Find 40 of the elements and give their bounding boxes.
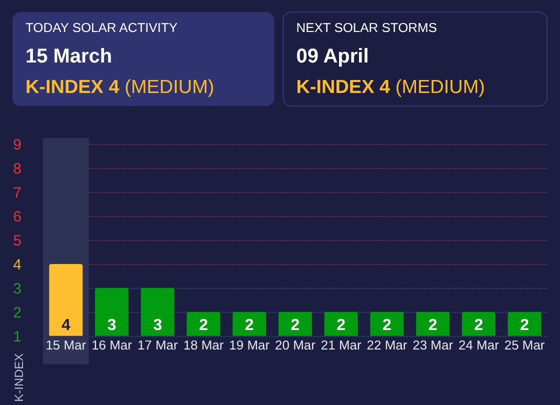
y-tick-label: 7 xyxy=(13,184,22,202)
x-tick-label: 24 Mar xyxy=(458,337,500,352)
text: (MEDIUM) xyxy=(124,77,214,98)
y-tick-label: 4 xyxy=(13,256,22,274)
y-tick-label: 2 xyxy=(13,304,22,322)
x-tick-label: 17 Mar xyxy=(137,337,178,352)
y-tick-label: 9 xyxy=(13,136,22,154)
text: K-INDEX 4 xyxy=(25,77,120,98)
text: 15 March xyxy=(25,46,112,68)
x-tick-label: 15 Mar xyxy=(46,337,87,352)
x-tick-label: 22 Mar xyxy=(366,337,408,352)
data-label: 2 xyxy=(474,316,484,334)
x-tick-label: 25 Mar xyxy=(504,337,546,352)
data-label: 4 xyxy=(61,316,70,334)
x-tick-label: 20 Mar xyxy=(275,337,316,352)
data-label: 2 xyxy=(428,316,438,334)
x-tick-label: 23 Mar xyxy=(412,337,454,352)
text: TODAY SOLAR ACTIVITY xyxy=(25,20,178,36)
y-tick-label: 8 xyxy=(13,160,22,178)
x-tick-label: 19 Mar xyxy=(229,337,270,352)
data-label: 2 xyxy=(290,316,300,334)
x-tick-label: 21 Mar xyxy=(320,337,362,352)
text: K-INDEX 4 xyxy=(296,77,390,98)
x-tick-label: 18 Mar xyxy=(183,337,224,352)
y-tick-label: 3 xyxy=(13,280,22,298)
y-tick-label: 6 xyxy=(13,208,22,226)
text: 09 April xyxy=(296,46,369,68)
x-tick-label: 16 Mar xyxy=(92,337,133,352)
text: (MEDIUM) xyxy=(395,77,485,98)
data-label: 3 xyxy=(107,316,116,334)
y-tick-label: 1 xyxy=(13,328,22,346)
data-label: 3 xyxy=(153,316,162,334)
data-label: 2 xyxy=(244,316,254,334)
text: NEXT SOLAR STORMS xyxy=(296,20,438,36)
data-label: 2 xyxy=(336,316,346,334)
y-tick-label: 5 xyxy=(13,232,22,250)
data-label: 2 xyxy=(199,316,208,334)
data-label: 2 xyxy=(520,316,530,334)
data-label: 2 xyxy=(382,316,392,334)
y-axis-title: K-INDEX xyxy=(12,353,26,402)
